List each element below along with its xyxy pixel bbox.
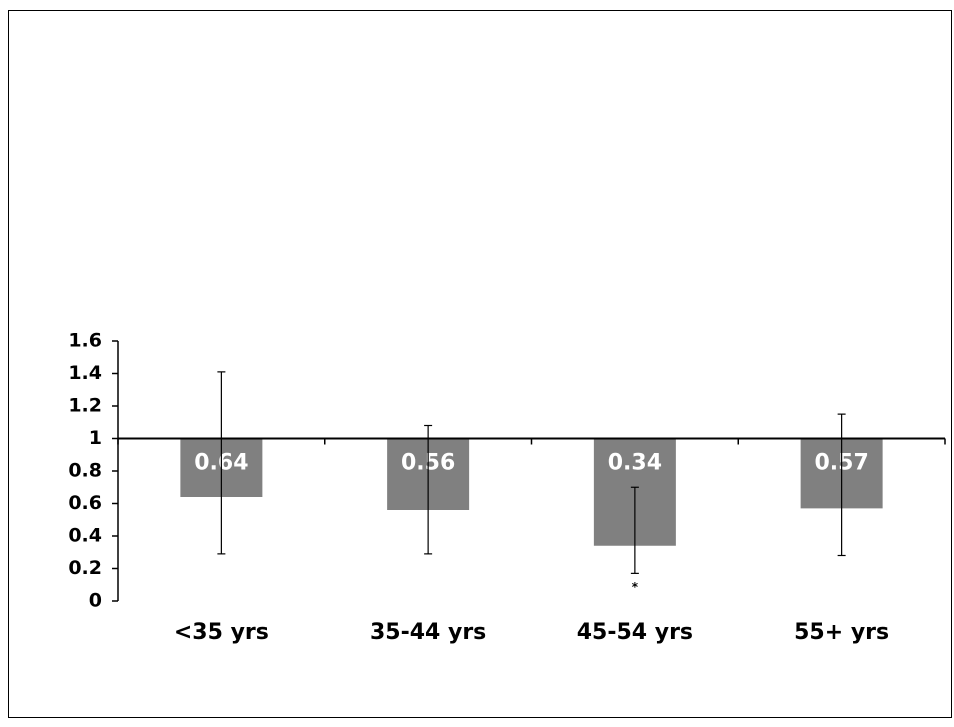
y-tick-label: 0.2	[68, 557, 102, 579]
x-tick-label: 45-54 yrs	[577, 620, 693, 645]
y-tick-label: 0.6	[68, 492, 102, 514]
frame	[8, 10, 952, 718]
error-bar	[630, 486, 639, 574]
x-tick-label: <35 yrs	[174, 620, 269, 645]
x-tick-label: 55+ yrs	[794, 620, 889, 645]
y-tick-label: 0.4	[68, 525, 102, 547]
value-label: 0.34	[608, 451, 662, 476]
error-bar	[424, 424, 433, 555]
y-tick-label: 1.6	[68, 330, 102, 352]
y-tick-label: 1.4	[68, 362, 102, 384]
y-tick-label: 0.8	[68, 460, 102, 482]
y-tick-label: 1	[89, 427, 102, 449]
y-tick-label: 1.2	[68, 395, 102, 417]
error-bar	[217, 371, 226, 555]
x-tick-label: 35-44 yrs	[370, 620, 486, 645]
annotation: *	[632, 580, 639, 594]
y-tick-label: 0	[89, 590, 102, 612]
